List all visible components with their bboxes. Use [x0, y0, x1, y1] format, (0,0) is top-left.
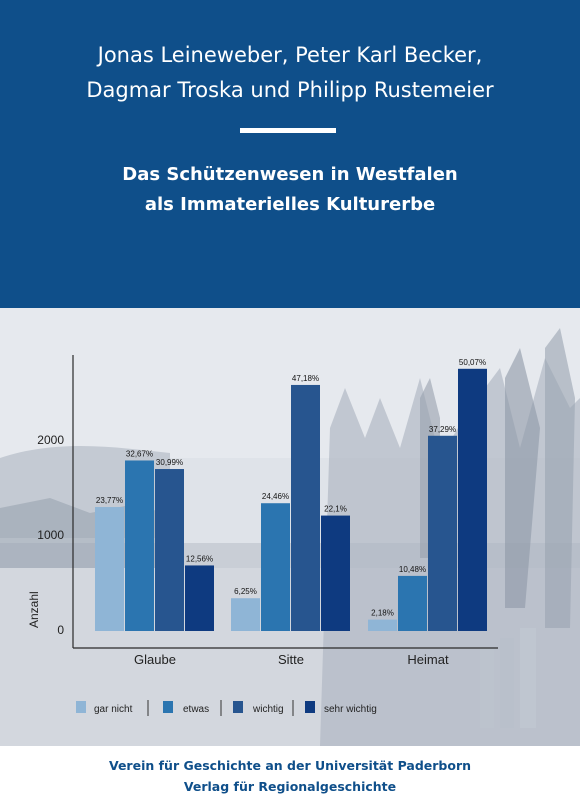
y-tick-label: 0: [57, 623, 64, 637]
category-label: Sitte: [278, 652, 304, 667]
bar-sehr-wichtig: [321, 515, 350, 631]
bar-gar-nicht: [368, 619, 397, 631]
authors-line-2: Dagmar Troska und Philipp Rustemeier: [86, 78, 494, 102]
title-divider: [240, 128, 336, 133]
bar-wichtig: [155, 469, 184, 631]
legend-label: etwas: [183, 704, 209, 715]
bar-data-label: 37,29%: [429, 425, 456, 434]
book-title: Das Schützenwesen in Westfalen als Immat…: [0, 160, 580, 220]
legend-label: sehr wichtig: [324, 704, 377, 715]
bar-sehr-wichtig: [185, 565, 214, 631]
bar-etwas: [261, 503, 290, 631]
y-tick-label: 1000: [37, 528, 64, 542]
bar-data-label: 47,18%: [292, 374, 319, 383]
bar-gar-nicht: [231, 598, 260, 631]
bar-data-label: 32,67%: [126, 449, 153, 458]
bars-group: 23,77% 6,25% 2,18% 32,67% 24,46% 10,48% 30,99%…: [95, 358, 487, 631]
legend-swatch-sehr-wichtig: [305, 701, 315, 713]
bar-etwas: [398, 575, 427, 631]
authors-line-1: Jonas Leineweber, Peter Karl Becker,: [97, 43, 483, 67]
legend: gar nicht etwas wichtig sehr wichtig: [76, 700, 377, 716]
cover-header: Jonas Leineweber, Peter Karl Becker, Dag…: [0, 0, 580, 308]
y-axis-label: Anzahl: [27, 591, 41, 628]
y-tick-label: 2000: [37, 433, 64, 447]
bar-wichtig: [428, 435, 457, 631]
bar-data-label: 12,56%: [186, 554, 213, 563]
category-label: Glaube: [134, 652, 176, 667]
legend-label: wichtig: [252, 704, 284, 715]
legend-swatch-gar-nicht: [76, 701, 86, 713]
bar-data-label: 50,07%: [459, 358, 486, 367]
bar-data-label: 24,46%: [262, 492, 289, 501]
publisher-footer: Verein für Geschichte an der Universität…: [0, 746, 580, 800]
bar-etwas: [125, 460, 154, 631]
publisher-line-1: Verein für Geschichte an der Universität…: [108, 758, 472, 773]
bar-data-label: 30,99%: [156, 458, 183, 467]
bar-data-label: 23,77%: [96, 496, 123, 505]
bar-sehr-wichtig: [458, 368, 487, 631]
legend-swatch-etwas: [163, 701, 173, 713]
bar-data-label: 22,1%: [324, 505, 347, 514]
authors: Jonas Leineweber, Peter Karl Becker, Dag…: [0, 38, 580, 108]
bar-gar-nicht: [95, 507, 124, 631]
bar-data-label: 6,25%: [234, 587, 257, 596]
bar-data-label: 2,18%: [371, 609, 394, 618]
title-line-1: Das Schützenwesen in Westfalen: [122, 164, 458, 185]
cover-photo-with-chart: 2000 1000 0 Anzahl Glaube Sitte Heimat 2…: [0, 308, 580, 746]
category-label: Heimat: [407, 652, 449, 667]
publisher-line-2: Verlag für Regionalgeschichte: [183, 779, 397, 794]
bar-wichtig: [291, 384, 320, 631]
legend-swatch-wichtig: [233, 701, 243, 713]
legend-label: gar nicht: [94, 704, 133, 715]
bar-chart: 2000 1000 0 Anzahl Glaube Sitte Heimat 2…: [0, 308, 580, 746]
bar-data-label: 10,48%: [399, 565, 426, 574]
title-line-2: als Immaterielles Kulturerbe: [144, 194, 436, 215]
